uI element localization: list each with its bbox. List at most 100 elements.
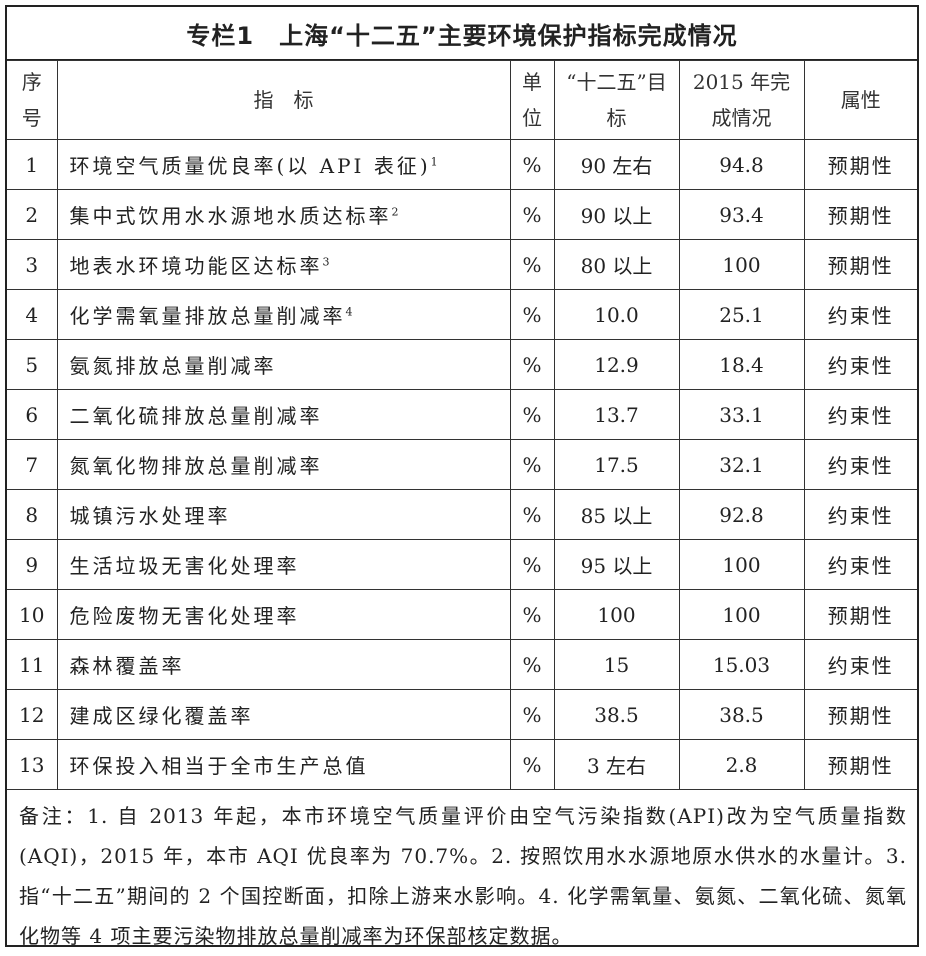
- row-indicator: 环境空气质量优良率(以 API 表征)1: [56, 139, 511, 190]
- row-attr: 约束性: [803, 439, 917, 490]
- header-attr: 属性: [803, 60, 917, 140]
- row-target: 17.5: [553, 439, 680, 490]
- indicator-name: 二氧化硫排放总量削减率: [69, 404, 323, 428]
- row-result: 2.8: [678, 739, 805, 790]
- row-attr: 约束性: [803, 539, 917, 590]
- footnote-ref: 4: [345, 305, 356, 319]
- row-result: 38.5: [678, 689, 805, 740]
- row-target: 80 以上: [553, 239, 680, 290]
- row-attr: 约束性: [803, 389, 917, 440]
- table-row: 7 氮氧化物排放总量削减率 % 17.5 32.1 约束性: [7, 439, 917, 490]
- row-target: 90 以上: [553, 189, 680, 240]
- row-target: 12.9: [553, 339, 680, 390]
- indicator-name: 化学需氧量排放总量削减率: [69, 304, 346, 328]
- row-result: 100: [678, 589, 805, 640]
- row-unit: %: [509, 739, 555, 790]
- row-target: 90 左右: [553, 139, 680, 190]
- table-row: 2 集中式饮用水水源地水质达标率2 % 90 以上 93.4 预期性: [7, 189, 917, 240]
- row-result: 18.4: [678, 339, 805, 390]
- indicator-name: 城镇污水处理率: [69, 504, 231, 528]
- row-indicator: 生活垃圾无害化处理率: [56, 539, 511, 590]
- notes: 备注：1. 自 2013 年起，本市环境空气质量评价由空气污染指数(API)改为…: [19, 804, 907, 948]
- row-indicator: 城镇污水处理率: [56, 489, 511, 540]
- row-unit: %: [509, 539, 555, 590]
- table-box: 专栏1 上海“十二五”主要环境保护指标完成情况 序号 指 标 单位 “十二五”目…: [5, 5, 919, 948]
- row-target: 13.7: [553, 389, 680, 440]
- footnote-ref: 1: [430, 155, 441, 169]
- indicator-name: 森林覆盖率: [69, 654, 185, 678]
- row-indicator: 氮氧化物排放总量削减率: [56, 439, 511, 490]
- row-target: 95 以上: [553, 539, 680, 590]
- row-no: 7: [7, 439, 58, 490]
- row-result: 93.4: [678, 189, 805, 240]
- row-no: 11: [7, 639, 58, 690]
- row-unit: %: [509, 589, 555, 640]
- row-no: 12: [7, 689, 58, 740]
- row-unit: %: [509, 639, 555, 690]
- row-indicator: 环保投入相当于全市生产总值: [56, 739, 511, 790]
- row-unit: %: [509, 339, 555, 390]
- row-result: 92.8: [678, 489, 805, 540]
- row-no: 5: [7, 339, 58, 390]
- table-row: 11 森林覆盖率 % 15 15.03 约束性: [7, 639, 917, 690]
- row-result: 25.1: [678, 289, 805, 340]
- row-unit: %: [509, 689, 555, 740]
- row-target: 3 左右: [553, 739, 680, 790]
- row-attr: 约束性: [803, 639, 917, 690]
- row-result: 15.03: [678, 639, 805, 690]
- row-attr: 预期性: [803, 139, 917, 190]
- header-result: 2015 年完成情况: [678, 60, 805, 140]
- row-attr: 预期性: [803, 739, 917, 790]
- row-no: 4: [7, 289, 58, 340]
- row-result: 100: [678, 539, 805, 590]
- row-target: 15: [553, 639, 680, 690]
- row-unit: %: [509, 389, 555, 440]
- row-attr: 预期性: [803, 239, 917, 290]
- row-unit: %: [509, 489, 555, 540]
- row-attr: 约束性: [803, 289, 917, 340]
- indicator-name: 环境空气质量优良率(以 API 表征): [69, 154, 431, 178]
- footnote-ref: 2: [391, 205, 402, 219]
- row-no: 13: [7, 739, 58, 790]
- row-indicator: 化学需氧量排放总量削减率4: [56, 289, 511, 340]
- table-row: 6 二氧化硫排放总量削减率 % 13.7 33.1 约束性: [7, 389, 917, 440]
- table-row: 5 氨氮排放总量削减率 % 12.9 18.4 约束性: [7, 339, 917, 390]
- indicator-name: 地表水环境功能区达标率: [69, 254, 323, 278]
- row-indicator: 森林覆盖率: [56, 639, 511, 690]
- row-no: 8: [7, 489, 58, 540]
- row-attr: 预期性: [803, 189, 917, 240]
- header-indicator: 指 标: [56, 60, 511, 140]
- footnote-ref: 3: [322, 255, 333, 269]
- indicator-name: 集中式饮用水水源地水质达标率: [69, 204, 392, 228]
- table-row: 8 城镇污水处理率 % 85 以上 92.8 约束性: [7, 489, 917, 540]
- row-attr: 预期性: [803, 689, 917, 740]
- table-row: 9 生活垃圾无害化处理率 % 95 以上 100 约束性: [7, 539, 917, 590]
- row-no: 10: [7, 589, 58, 640]
- row-unit: %: [509, 139, 555, 190]
- row-unit: %: [509, 289, 555, 340]
- row-result: 33.1: [678, 389, 805, 440]
- row-target: 38.5: [553, 689, 680, 740]
- row-attr: 约束性: [803, 489, 917, 540]
- row-unit: %: [509, 189, 555, 240]
- row-indicator: 二氧化硫排放总量削减率: [56, 389, 511, 440]
- indicator-table: 序号 指 标 单位 “十二五”目标 2015 年完成情况 属性 1 环境空气质量…: [7, 60, 917, 790]
- table-row: 10 危险废物无害化处理率 % 100 100 预期性: [7, 589, 917, 640]
- table-row: 4 化学需氧量排放总量削减率4 % 10.0 25.1 约束性: [7, 289, 917, 340]
- indicator-name: 危险废物无害化处理率: [69, 604, 300, 628]
- header-row: 序号 指 标 单位 “十二五”目标 2015 年完成情况 属性: [7, 60, 917, 140]
- indicator-name: 氨氮排放总量削减率: [69, 354, 277, 378]
- indicator-name: 环保投入相当于全市生产总值: [69, 754, 369, 778]
- row-indicator: 建成区绿化覆盖率: [56, 689, 511, 740]
- header-no: 序号: [7, 60, 58, 140]
- row-attr: 约束性: [803, 339, 917, 390]
- header-target: “十二五”目标: [553, 60, 680, 140]
- row-indicator: 集中式饮用水水源地水质达标率2: [56, 189, 511, 240]
- row-no: 3: [7, 239, 58, 290]
- row-target: 85 以上: [553, 489, 680, 540]
- row-indicator: 地表水环境功能区达标率3: [56, 239, 511, 290]
- row-no: 1: [7, 139, 58, 190]
- row-indicator: 危险废物无害化处理率: [56, 589, 511, 640]
- page-title: 专栏1 上海“十二五”主要环境保护指标完成情况: [7, 7, 917, 60]
- row-unit: %: [509, 439, 555, 490]
